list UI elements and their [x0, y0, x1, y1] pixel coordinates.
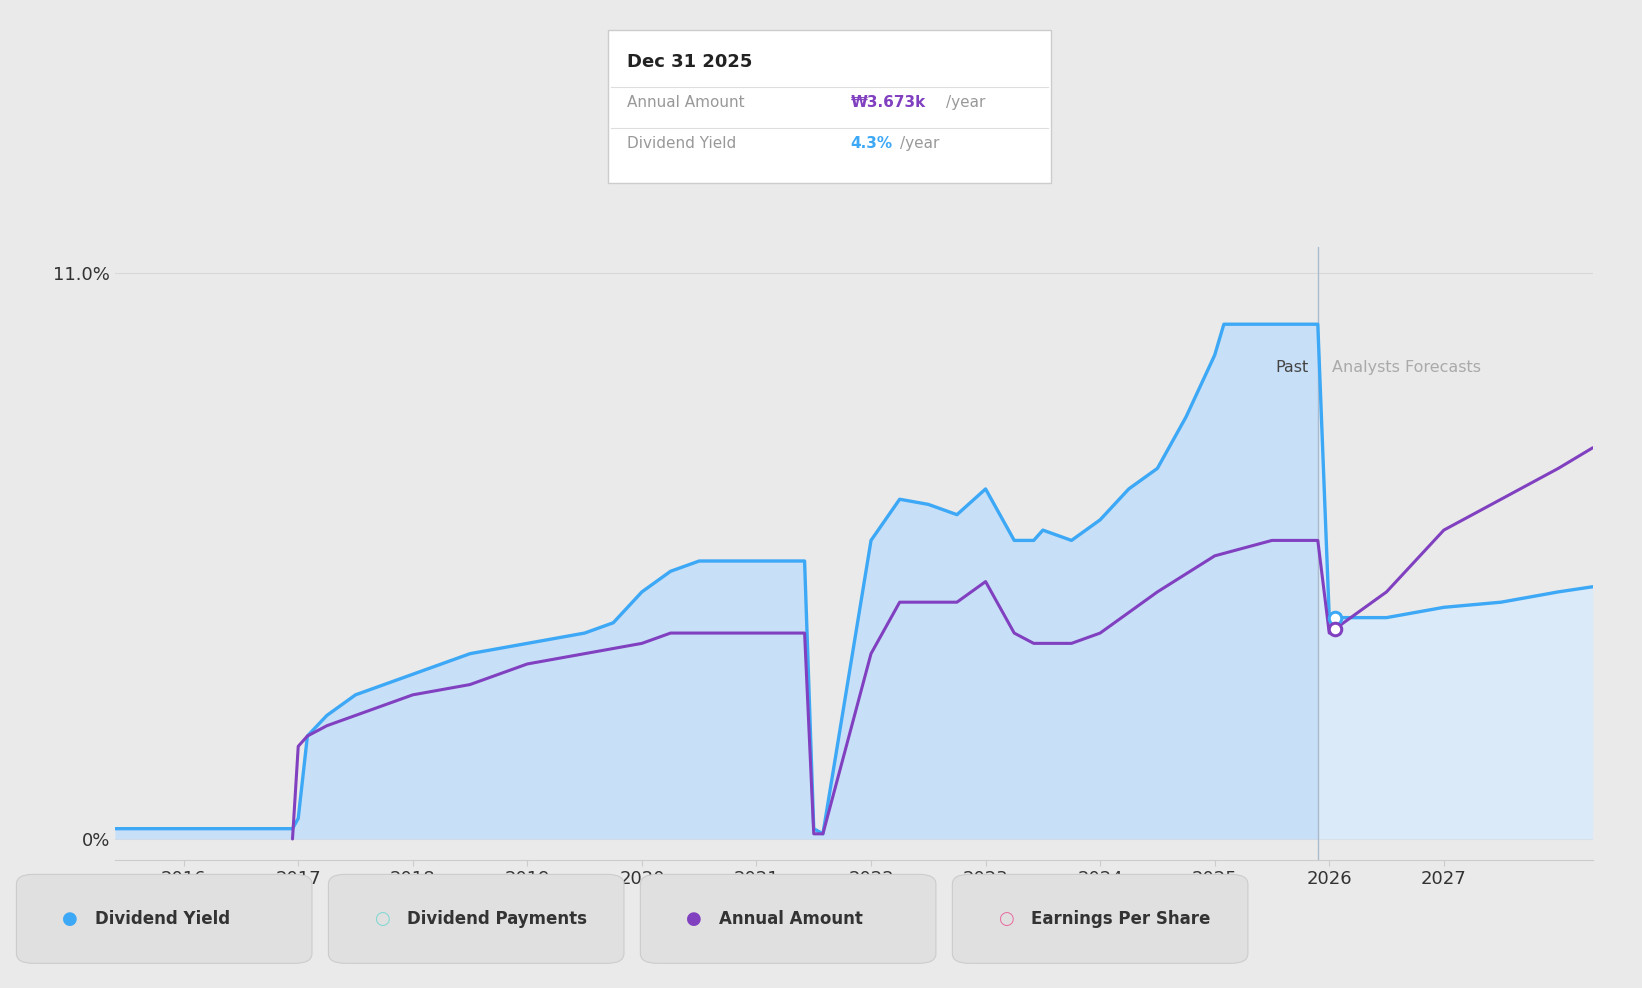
Text: 4.3%: 4.3%	[851, 136, 893, 151]
Text: ●: ●	[62, 910, 79, 928]
Text: ●: ●	[998, 910, 1015, 928]
Text: Annual Amount: Annual Amount	[719, 910, 864, 928]
Text: Dividend Yield: Dividend Yield	[95, 910, 230, 928]
Text: Annual Amount: Annual Amount	[627, 95, 745, 110]
Text: Dec 31 2025: Dec 31 2025	[627, 53, 752, 71]
Text: Earnings Per Share: Earnings Per Share	[1031, 910, 1210, 928]
Text: /year: /year	[946, 95, 985, 110]
Text: ○: ○	[998, 910, 1015, 928]
Text: Dividend Yield: Dividend Yield	[627, 136, 737, 151]
Text: /year: /year	[900, 136, 939, 151]
Text: ○: ○	[374, 910, 391, 928]
Text: ●: ●	[686, 910, 703, 928]
Text: Analysts Forecasts: Analysts Forecasts	[1332, 361, 1481, 375]
Text: Dividend Payments: Dividend Payments	[407, 910, 588, 928]
Text: Past: Past	[1276, 361, 1309, 375]
Text: ₩3.673k: ₩3.673k	[851, 95, 926, 110]
Text: ●: ●	[374, 910, 391, 928]
